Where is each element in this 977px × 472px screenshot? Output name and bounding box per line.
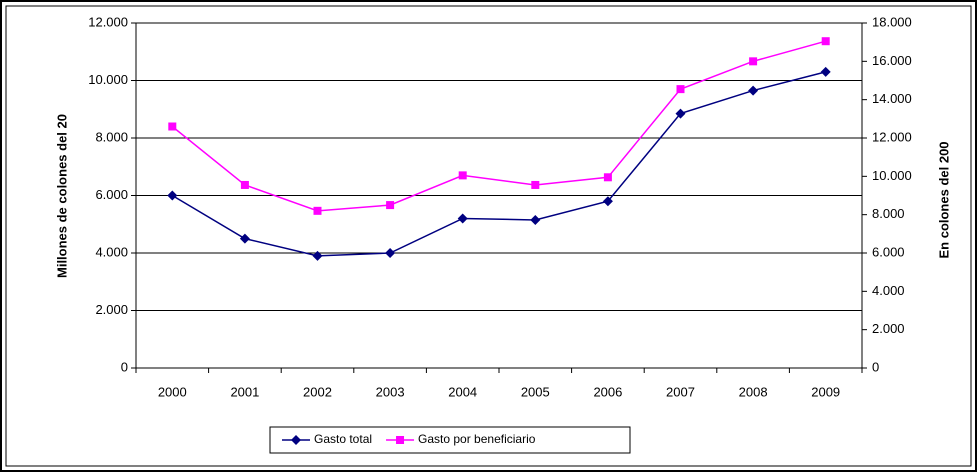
x-tick-label: 2003: [376, 384, 405, 399]
x-tick-label: 2008: [739, 384, 768, 399]
y-tick-label: 0: [121, 359, 128, 374]
data-point: [530, 214, 541, 225]
data-point: [168, 122, 177, 131]
data-point: [312, 250, 323, 261]
x-tick-label: 2004: [448, 384, 477, 399]
y2-tick-label: 8.000: [872, 206, 905, 221]
legend-marker: [396, 436, 405, 444]
y2-tick-label: 6.000: [872, 244, 905, 259]
y-tick-label: 4.000: [95, 244, 128, 259]
inner-frame: [5, 5, 972, 467]
x-tick-label: 2001: [230, 384, 259, 399]
y2-tick-label: 18.000: [872, 14, 912, 29]
data-point: [748, 85, 759, 96]
legend-label: Gasto por beneficiario: [418, 432, 536, 446]
x-tick-label: 2006: [593, 384, 622, 399]
series-line: [171, 71, 826, 257]
legend-box: [269, 426, 631, 454]
y2-tick-label: 16.000: [872, 53, 912, 68]
y2-tick-label: 14.000: [872, 91, 912, 106]
data-point: [167, 190, 178, 201]
data-point: [602, 196, 613, 207]
y-tick-label: 10.000: [88, 72, 128, 87]
y2-tick-label: 12.000: [872, 129, 912, 144]
data-point: [675, 108, 686, 119]
data-point: [821, 37, 830, 46]
x-tick-label: 2007: [666, 384, 695, 399]
data-point: [676, 85, 685, 94]
legend-label: Gasto total: [314, 432, 372, 446]
data-point: [820, 66, 831, 77]
x-tick-label: 2005: [521, 384, 550, 399]
y2-tick-label: 10.000: [872, 168, 912, 183]
x-tick-label: 2009: [811, 384, 840, 399]
series-line: [171, 40, 826, 212]
legend-marker: [291, 435, 301, 445]
data-point: [386, 201, 395, 210]
data-point: [240, 180, 249, 189]
y2-axis-title: En colones del 200: [936, 141, 951, 258]
y2-tick-label: 2.000: [872, 321, 905, 336]
data-point: [457, 213, 468, 224]
data-point: [313, 206, 322, 215]
data-point: [603, 173, 612, 182]
y2-tick-label: 4.000: [872, 283, 905, 298]
data-point: [239, 233, 250, 244]
data-point: [385, 248, 396, 258]
y-tick-label: 6.000: [95, 187, 128, 202]
y-tick-label: 2.000: [95, 302, 128, 317]
y-axis-title: Millones de colones del 20: [54, 114, 69, 278]
data-point: [458, 171, 467, 180]
x-tick-label: 2002: [303, 384, 332, 399]
y2-tick-label: 0: [872, 359, 879, 374]
data-point: [749, 57, 758, 66]
y-tick-label: 12.000: [88, 14, 128, 29]
y-tick-label: 8.000: [95, 129, 128, 144]
data-point: [531, 180, 540, 189]
x-tick-label: 2000: [158, 384, 187, 399]
